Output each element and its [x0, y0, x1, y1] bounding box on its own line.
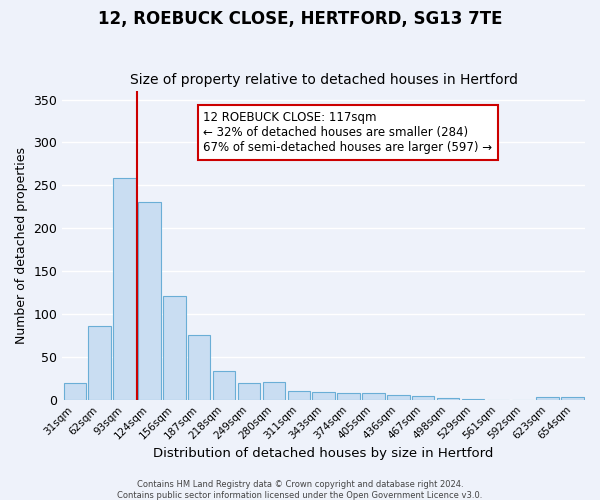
Bar	[287, 391, 310, 400]
Bar	[138, 202, 161, 400]
Bar	[263, 382, 285, 400]
Bar	[238, 382, 260, 400]
X-axis label: Distribution of detached houses by size in Hertford: Distribution of detached houses by size …	[154, 447, 494, 460]
Bar	[213, 372, 235, 400]
Text: 12 ROEBUCK CLOSE: 117sqm
← 32% of detached houses are smaller (284)
67% of semi-: 12 ROEBUCK CLOSE: 117sqm ← 32% of detach…	[203, 111, 493, 154]
Bar	[337, 393, 360, 400]
Bar	[362, 393, 385, 400]
Bar	[163, 296, 185, 400]
Bar	[113, 178, 136, 400]
Bar	[437, 398, 460, 400]
Bar	[88, 326, 111, 400]
Text: Contains HM Land Registry data © Crown copyright and database right 2024.
Contai: Contains HM Land Registry data © Crown c…	[118, 480, 482, 500]
Title: Size of property relative to detached houses in Hertford: Size of property relative to detached ho…	[130, 73, 518, 87]
Y-axis label: Number of detached properties: Number of detached properties	[15, 147, 28, 344]
Bar	[313, 392, 335, 400]
Bar	[462, 399, 484, 400]
Bar	[562, 397, 584, 400]
Bar	[188, 334, 211, 400]
Text: 12, ROEBUCK CLOSE, HERTFORD, SG13 7TE: 12, ROEBUCK CLOSE, HERTFORD, SG13 7TE	[98, 10, 502, 28]
Bar	[387, 396, 410, 400]
Bar	[536, 397, 559, 400]
Bar	[64, 384, 86, 400]
Bar	[412, 396, 434, 400]
